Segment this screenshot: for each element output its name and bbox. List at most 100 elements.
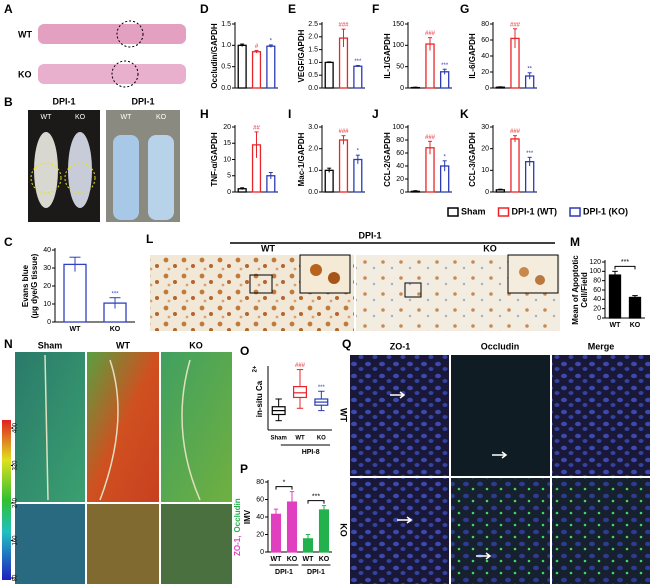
vessel — [44, 354, 201, 501]
y-tick-label: 0.5 — [308, 72, 318, 79]
x-tick-label: KO — [287, 556, 298, 563]
significance-label: *** — [354, 59, 362, 65]
inset — [299, 254, 351, 294]
significance-bracket — [275, 486, 293, 490]
column-label: KO — [483, 243, 497, 253]
tube — [113, 135, 139, 220]
y-tick-label: 20 — [396, 176, 404, 183]
header: DPI-1 — [358, 230, 381, 240]
panel-label: L — [146, 232, 153, 246]
panel-label: E — [288, 2, 296, 16]
y-tick-label: 1.0 — [221, 42, 231, 49]
y-tick-label: 20 — [481, 146, 489, 153]
colorbar-label: 240 — [13, 497, 19, 508]
y-tick-label: 0.0 — [308, 85, 318, 92]
y-tick-label: 15 — [223, 140, 231, 147]
y-tick-label: 80 — [256, 479, 264, 486]
y-tick-label: 1.5 — [221, 21, 231, 28]
y-tick-label: 10 — [481, 167, 489, 174]
tube — [148, 135, 174, 220]
header: DPI-1 — [52, 96, 75, 106]
x-tick-label: WT — [303, 556, 315, 563]
row-label: KO — [339, 523, 349, 537]
inset — [507, 254, 559, 294]
y-tick-label: 0 — [485, 85, 489, 92]
significance-label: ## — [253, 125, 260, 131]
x-axis-label: HPI-8 — [302, 449, 320, 456]
y-tick-label: 0 — [400, 189, 404, 196]
roi-box — [404, 282, 422, 298]
colorbar-label: 160 — [13, 535, 19, 546]
roi-circle — [111, 60, 139, 88]
significance-bracket — [614, 265, 636, 270]
y-tick-label: 3.0 — [308, 124, 318, 131]
significance-label: ### — [338, 129, 349, 135]
y-axis-label: IL-6/GAPDH — [468, 33, 477, 79]
significance-label: *** — [111, 291, 119, 297]
y-tick-label: 60 — [256, 496, 264, 503]
cell — [519, 267, 529, 277]
image — [552, 355, 650, 476]
bar — [338, 139, 349, 193]
roi-circle — [30, 162, 62, 194]
cell — [535, 275, 545, 285]
y-tick-label: 2.5 — [308, 21, 318, 28]
row-label: WT — [339, 408, 349, 422]
y-tick-label: 40 — [396, 163, 404, 170]
column-label: WT — [116, 340, 130, 350]
column-label: WT — [41, 114, 53, 121]
y-axis-label: CCL-2/GAPDH — [383, 132, 392, 187]
y-tick-label: 0.5 — [221, 64, 231, 71]
arrows — [390, 391, 508, 560]
image — [350, 355, 449, 476]
x-tick-label: Sham — [270, 436, 286, 442]
colorbar-label: 320 — [13, 460, 19, 471]
header: DPI-1 — [131, 96, 154, 106]
bar — [324, 61, 334, 89]
y-tick-label: 0 — [597, 315, 601, 322]
panel-label: N — [4, 337, 13, 351]
bar — [608, 274, 622, 319]
tissue-strip — [38, 24, 186, 44]
y-tick-label: 60 — [481, 37, 489, 44]
y-tick-label: 0 — [400, 85, 404, 92]
legend-swatch — [569, 207, 581, 217]
y-tick-label: 80 — [396, 137, 404, 144]
significance-label: * — [270, 38, 273, 44]
bar — [524, 161, 535, 193]
roi-circle — [116, 20, 144, 48]
panel-label: A — [4, 2, 13, 16]
x-tick-label: WT — [70, 326, 82, 333]
panel-label: F — [372, 2, 379, 16]
y-tick-label: 0 — [47, 319, 51, 326]
panel-label: O — [240, 344, 249, 358]
y-axis-label: IMV — [243, 509, 252, 524]
bar — [628, 296, 642, 319]
y-tick-label: 30 — [481, 124, 489, 131]
x-tick-label: WT — [295, 436, 305, 442]
panel-q-image — [350, 355, 650, 584]
image — [15, 352, 85, 502]
legend-label: DPI-1 (KO) — [583, 206, 628, 216]
image — [87, 352, 159, 502]
y-tick-label: 100 — [392, 124, 404, 131]
panel-label: H — [200, 107, 209, 121]
brain — [68, 132, 92, 208]
significance-label: * — [357, 149, 360, 155]
row-label: WT — [18, 29, 32, 39]
column-label: WT — [121, 114, 133, 121]
y-tick-label: 100 — [589, 268, 601, 275]
colorbar-label: 400 — [13, 422, 19, 433]
y-axis-label: Mac-1/GAPDH — [297, 132, 306, 186]
bar — [270, 513, 282, 553]
bar — [237, 44, 247, 89]
column-label: WT — [261, 243, 275, 253]
image — [161, 504, 232, 584]
image — [161, 352, 232, 502]
y-tick-label: 60 — [396, 150, 404, 157]
column-label: KO — [156, 114, 167, 121]
y-tick-label: 20 — [481, 69, 489, 76]
panel-label: Q — [342, 337, 351, 351]
column-label: Occludin — [481, 341, 520, 351]
y-tick-label: 20 — [593, 306, 601, 313]
